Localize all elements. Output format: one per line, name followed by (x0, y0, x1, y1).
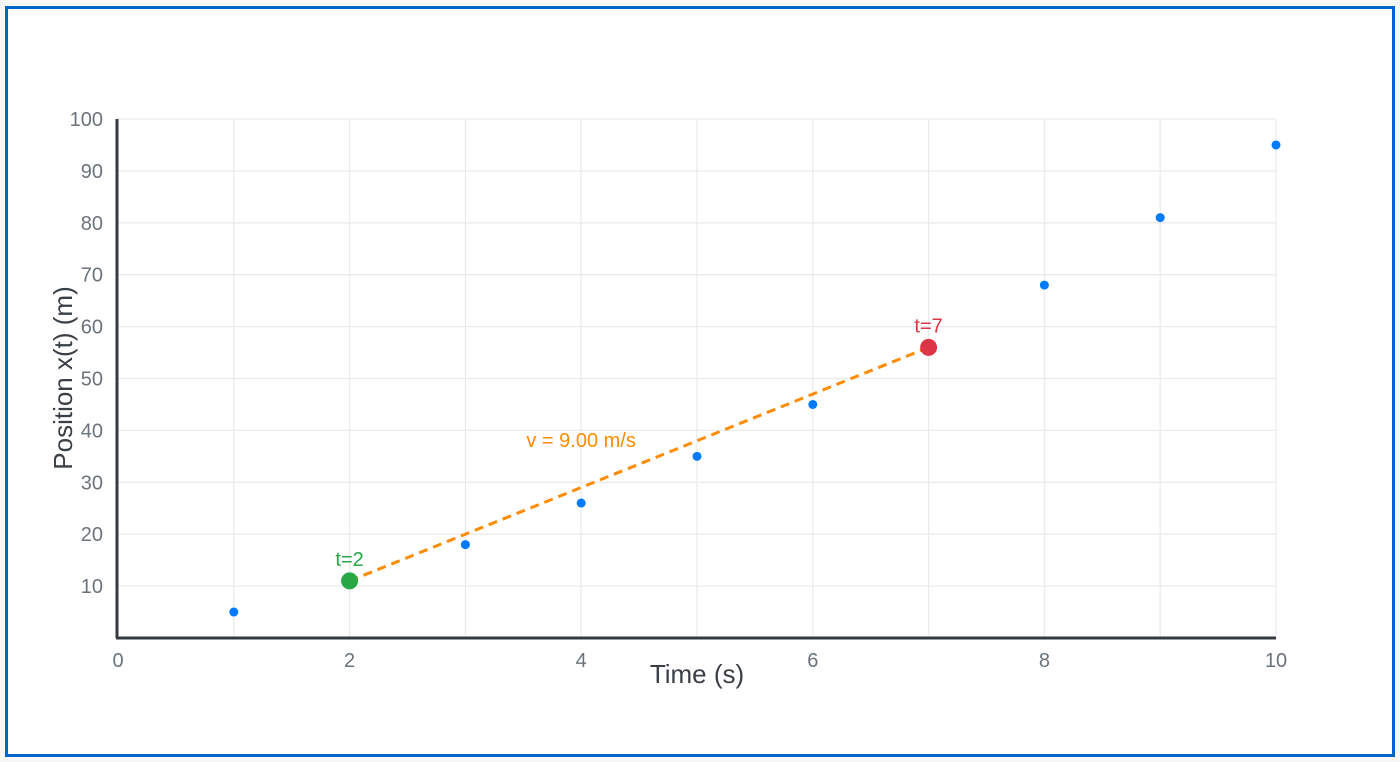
y-tick-label: 10 (81, 576, 103, 598)
velocity-annotation: v = 9.00 m/s (526, 430, 636, 452)
highlighted-point-label: t=2 (335, 549, 363, 571)
chart-frame (5, 6, 1395, 757)
y-axis-ticks: 10 20 30 40 50 60 70 80 90 100 (70, 109, 103, 598)
data-point[interactable] (1039, 280, 1049, 290)
y-tick-label: 50 (81, 369, 103, 391)
grid-lines (118, 118, 1277, 638)
data-point[interactable] (808, 399, 818, 409)
highlighted-point[interactable] (920, 338, 938, 356)
data-point[interactable] (576, 498, 586, 508)
x-tick-label: 8 (1039, 650, 1050, 672)
y-tick-label: 90 (81, 161, 103, 183)
y-tick-label: 60 (81, 317, 103, 339)
highlighted-point[interactable] (341, 572, 359, 590)
x-tick-label: 0 (112, 650, 123, 672)
y-tick-label: 80 (81, 213, 103, 235)
x-axis-title: Time (s) (650, 659, 744, 689)
highlighted-point-label: t=7 (914, 315, 942, 337)
highlighted-points: t=2 t=7 (335, 315, 943, 590)
data-point[interactable] (1271, 140, 1281, 150)
x-tick-label: 2 (344, 650, 355, 672)
secant-line (349, 345, 930, 583)
x-tick-label: 4 (576, 650, 587, 672)
y-tick-label: 70 (81, 265, 103, 287)
data-point[interactable] (1155, 213, 1165, 223)
x-tick-label: 6 (807, 650, 818, 672)
x-axis-ticks: 0 2 4 6 8 10 (112, 650, 1287, 672)
data-point[interactable] (692, 451, 702, 461)
data-point[interactable] (229, 607, 239, 617)
y-tick-label: 20 (81, 524, 103, 546)
x-tick-label: 10 (1265, 650, 1287, 672)
y-axis-title: Position x(t) (m) (48, 286, 78, 469)
data-point[interactable] (460, 540, 470, 550)
y-tick-label: 30 (81, 472, 103, 494)
y-tick-label: 40 (81, 420, 103, 442)
y-tick-label: 100 (70, 109, 103, 131)
